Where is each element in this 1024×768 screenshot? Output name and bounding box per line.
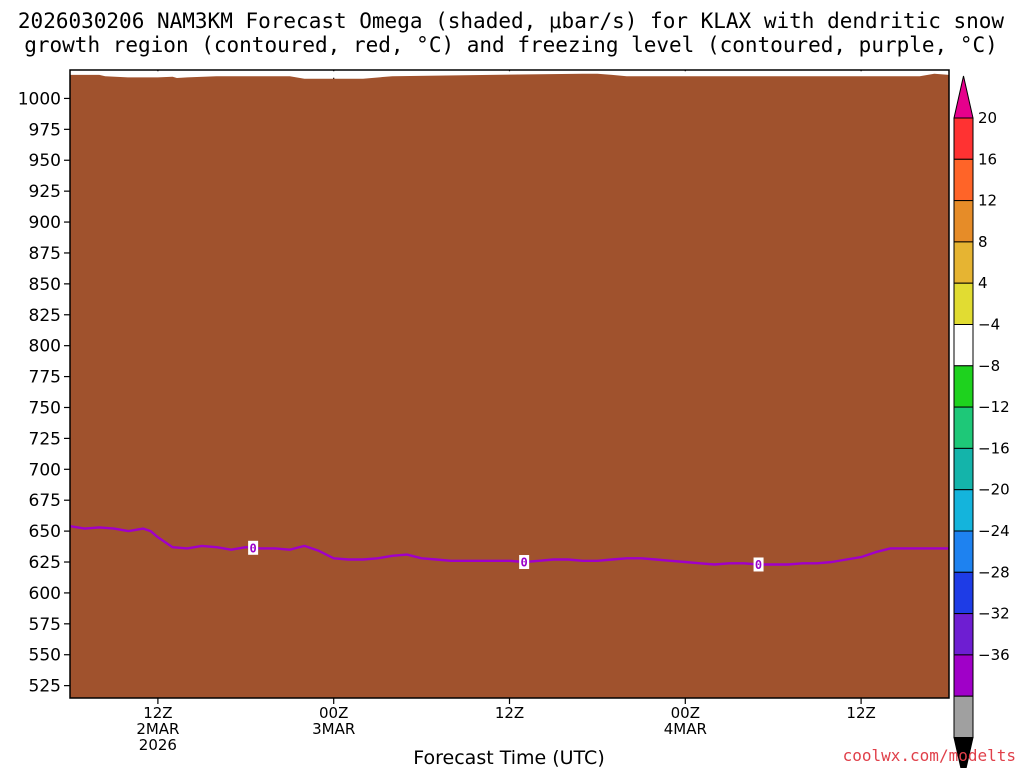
y-tick-label: 875 [29, 244, 61, 264]
colorbar-segment [953, 158, 974, 202]
x-axis-label: Forecast Time (UTC) [413, 747, 604, 768]
x-tick-label: 00Z [319, 704, 348, 722]
colorbar-segment [953, 654, 974, 697]
y-tick-label: 925 [29, 182, 61, 202]
x-tick-label: 3MAR [312, 720, 355, 738]
colorbar-tick-label: −8 [978, 357, 1000, 375]
y-tick-label: 750 [29, 398, 61, 418]
y-tick-label: 600 [29, 584, 61, 604]
x-tick-label: 2026 [139, 736, 177, 754]
colorbar-segment [953, 489, 974, 532]
colorbar-segment [953, 241, 974, 284]
y-tick-label: 700 [29, 460, 61, 480]
colorbar-tick-label: 8 [978, 233, 988, 251]
y-tick-label: 575 [29, 615, 61, 635]
x-tick-label: 12Z [143, 704, 172, 722]
chart-title-line-1: 2026030206 NAM3KM Forecast Omega (shaded… [18, 9, 1005, 33]
omega-colorbar: 20 16 12 8 4 −4 −8 −12 −16 −20 −24 −28 −32 −36 [953, 75, 1010, 768]
freezing-level-label: 0 [521, 556, 528, 570]
x-tick-label: 00Z [671, 704, 700, 722]
colorbar-tick-label: −4 [978, 316, 1000, 334]
colorbar-tick-label: 4 [978, 274, 988, 292]
colorbar-segment [953, 200, 974, 243]
colorbar-segment [953, 530, 974, 573]
y-tick-label: 975 [29, 120, 61, 140]
credit-text: coolwx.com/modelts [843, 746, 1016, 765]
y-tick-label: 900 [29, 213, 61, 233]
freezing-level-label: 0 [755, 558, 762, 572]
y-tick-label: 950 [29, 151, 61, 171]
colorbar-tick-label: −24 [978, 522, 1010, 540]
x-tick-label: 12Z [846, 704, 875, 722]
freezing-level-label-bg [753, 557, 764, 572]
colorbar-tick-label: −32 [978, 605, 1010, 623]
colorbar-segment [953, 324, 974, 367]
y-axis: 525 550 575 600 625 650 675 700 725 750 775 800 825 8… [18, 89, 70, 697]
colorbar-segment [953, 117, 974, 160]
terrain-area [70, 73, 949, 698]
colorbar-segment [953, 447, 974, 491]
y-tick-label: 775 [29, 368, 61, 388]
freezing-level-label-bg [519, 555, 530, 570]
y-tick-label: 725 [29, 429, 61, 449]
colorbar-segment [953, 613, 974, 656]
chart-title-line-2: growth region (contoured, red, °C) and f… [24, 33, 998, 57]
colorbar-tick-label: −16 [978, 439, 1010, 457]
y-tick-label: 850 [29, 275, 61, 295]
colorbar-tick-label: −20 [978, 481, 1010, 499]
y-tick-label: 650 [29, 522, 61, 542]
x-tick-label: 2MAR [136, 720, 179, 738]
y-tick-label: 625 [29, 553, 61, 573]
colorbar-tick-label: −36 [978, 646, 1010, 664]
colorbar-tick-label: 12 [978, 192, 997, 210]
y-tick-label: 550 [29, 646, 61, 666]
y-tick-label: 800 [29, 337, 61, 357]
y-tick-label: 825 [29, 306, 61, 326]
freezing-level-layer: 0 0 0 [70, 525, 949, 572]
freezing-level-label-bg [248, 540, 259, 555]
colorbar-bottom-arrow [953, 737, 974, 768]
colorbar-segment [953, 282, 974, 326]
y-tick-label: 1000 [18, 89, 61, 109]
colorbar-segment [953, 365, 974, 408]
colorbar-tick-label: −28 [978, 563, 1010, 581]
x-tick-label: 4MAR [664, 720, 707, 738]
colorbar-segment [953, 695, 974, 739]
colorbar-top-arrow [953, 75, 974, 119]
x-tick-label: 12Z [495, 704, 524, 722]
y-tick-label: 675 [29, 491, 61, 511]
colorbar-tick-label: 20 [978, 109, 997, 127]
colorbar-tick-label: 16 [978, 150, 997, 168]
freezing-level-line [70, 525, 949, 566]
colorbar-segment [953, 406, 974, 449]
colorbar-segment [953, 571, 974, 615]
y-tick-label: 525 [29, 677, 61, 697]
terrain-layer [70, 73, 949, 698]
colorbar-tick-label: −12 [978, 398, 1010, 416]
freezing-level-label: 0 [250, 541, 257, 555]
